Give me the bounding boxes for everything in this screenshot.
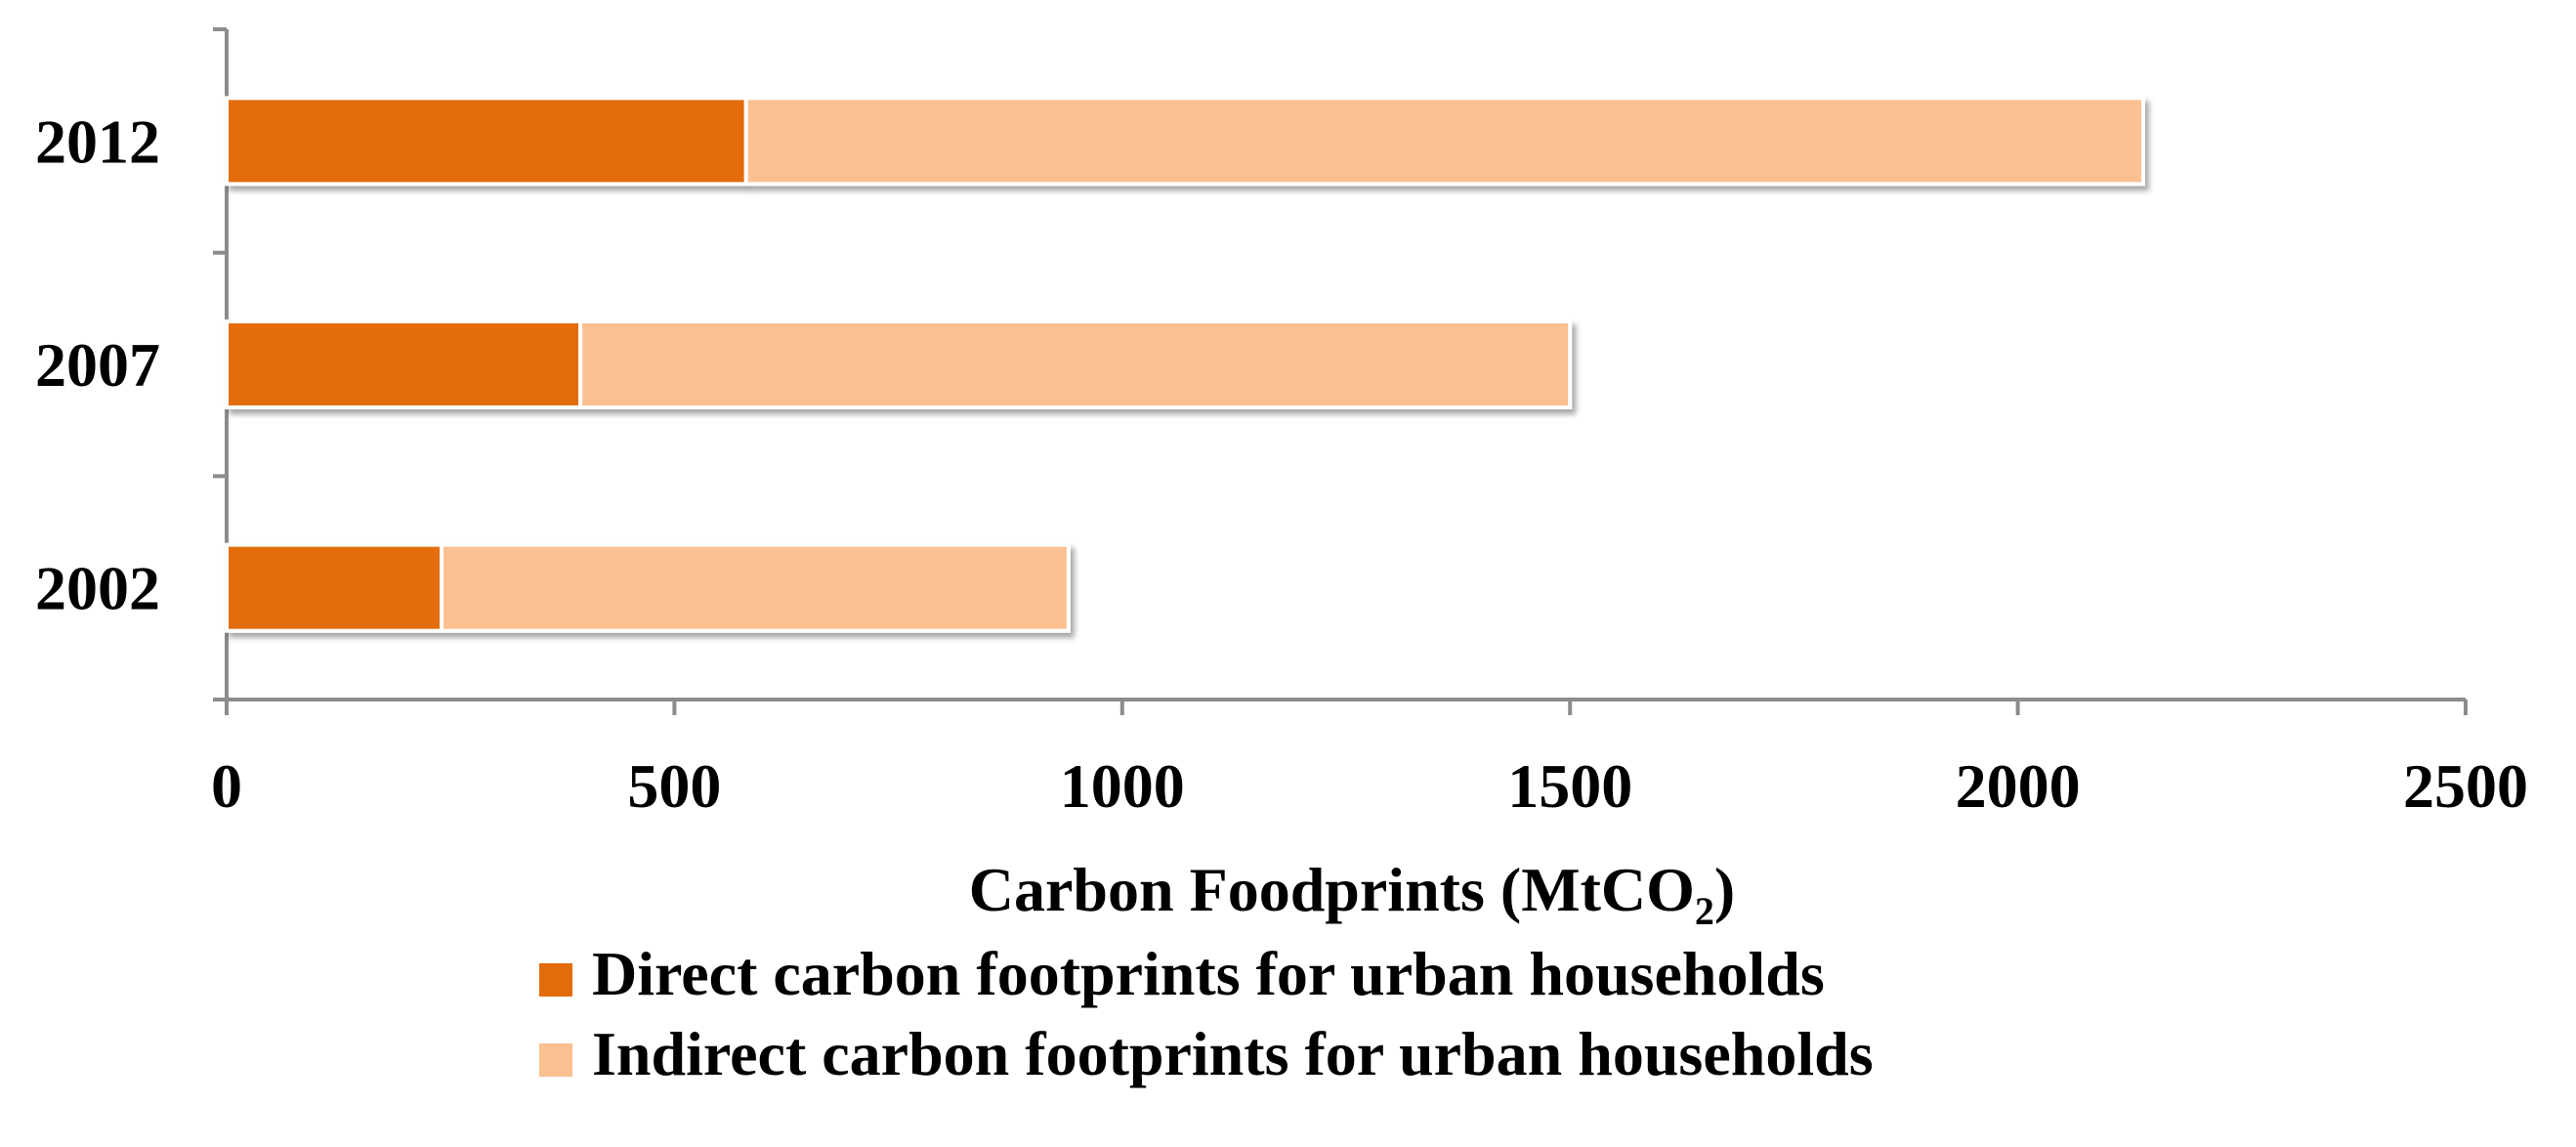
x-tick-label: 1500	[1507, 751, 1632, 821]
x-axis-title-close: )	[1714, 855, 1735, 924]
tick-labels: 0 500 1000 1500 2000 2500 2002 2007 2012	[35, 106, 2528, 821]
bar-group	[225, 96, 2145, 187]
bar-group	[225, 319, 1573, 409]
x-tick-label: 1000	[1060, 751, 1185, 821]
bars	[225, 96, 2145, 633]
legend-label: Indirect carbon footprints for urban hou…	[592, 1019, 1874, 1088]
legend: Direct carbon footprints for urban house…	[539, 939, 1874, 1088]
bar-indirect	[578, 319, 1573, 409]
legend-swatch	[539, 1043, 572, 1077]
x-tick-label: 2000	[1956, 751, 2081, 821]
x-axis-title: Carbon Foodprints (MtCO2)	[969, 855, 1735, 933]
bar-indirect	[743, 96, 2145, 187]
bar-direct	[225, 542, 444, 633]
y-tick-label: 2002	[35, 554, 160, 623]
legend-label: Direct carbon footprints for urban house…	[592, 939, 1825, 1008]
y-tick-label: 2007	[35, 330, 160, 400]
y-tick-label: 2012	[35, 106, 160, 176]
bar-indirect	[440, 542, 1071, 633]
x-axis-title-subscript: 2	[1695, 889, 1714, 933]
bar-direct	[225, 96, 748, 187]
x-tick-label: 2500	[2403, 751, 2528, 821]
x-tick-label: 500	[627, 751, 721, 821]
x-axis-title-main: Carbon Foodprints (MtCO	[969, 855, 1695, 924]
bar-group	[225, 542, 1071, 633]
bar-direct	[225, 319, 583, 409]
x-tick-label: 0	[211, 751, 242, 821]
legend-swatch	[539, 963, 572, 997]
